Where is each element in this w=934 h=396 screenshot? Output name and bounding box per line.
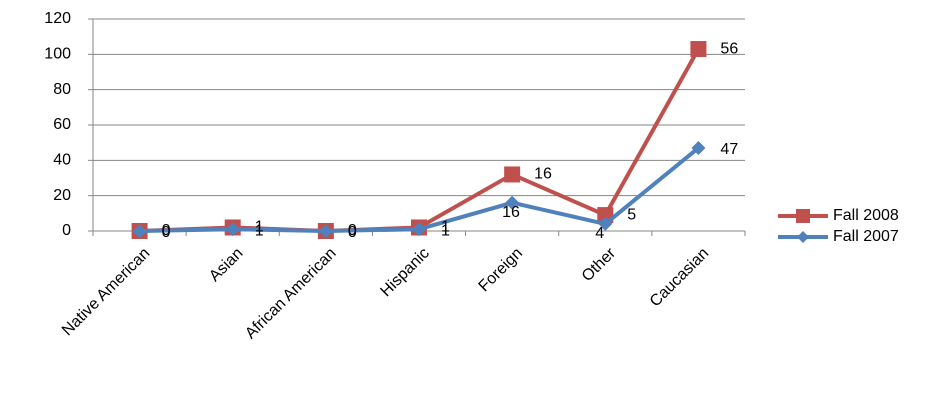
marker	[690, 41, 707, 58]
marker	[691, 140, 706, 155]
legend-label: Fall 2007	[833, 228, 899, 245]
marker	[505, 195, 520, 210]
marker	[504, 166, 521, 183]
data-label: 0	[348, 224, 357, 241]
data-label: 16	[502, 204, 520, 221]
data-label: 16	[534, 166, 552, 183]
x-tick-label: Caucasian	[647, 245, 712, 310]
y-tick-label: 120	[44, 10, 71, 27]
marker	[412, 222, 426, 237]
marker	[132, 224, 147, 238]
x-tick-label: Hispanic	[377, 245, 432, 300]
legend-label: Fall 2008	[833, 207, 899, 224]
y-tick-label: 40	[53, 152, 71, 169]
marker	[796, 209, 810, 223]
y-tick-label: 0	[62, 222, 71, 239]
data-label: 1	[441, 222, 450, 239]
y-tick-label: 100	[44, 46, 71, 63]
data-label: 0	[348, 222, 357, 239]
data-label: 5	[627, 206, 636, 223]
data-label: 0	[162, 222, 171, 239]
marker	[318, 224, 333, 238]
data-label: 4	[595, 225, 604, 242]
data-label: 56	[720, 40, 738, 57]
data-label: 1	[255, 219, 264, 236]
x-tick-label: Native American	[59, 245, 153, 339]
x-tick-label: Asian	[206, 245, 246, 285]
marker	[225, 222, 240, 237]
y-tick-label: 80	[53, 81, 71, 98]
marker	[598, 216, 613, 231]
y-tick-label: 20	[53, 187, 71, 204]
data-label: 1	[255, 222, 264, 239]
series-line	[139, 48, 701, 233]
data-label: 1	[441, 219, 450, 236]
y-tick-label: 60	[53, 116, 71, 133]
data-label: 0	[162, 224, 171, 241]
marker	[797, 231, 809, 243]
x-tick-label: Other	[579, 244, 620, 285]
x-tick-label: African American	[242, 245, 340, 343]
data-label: 47	[720, 141, 738, 158]
x-tick-label: Foreign	[476, 245, 526, 295]
